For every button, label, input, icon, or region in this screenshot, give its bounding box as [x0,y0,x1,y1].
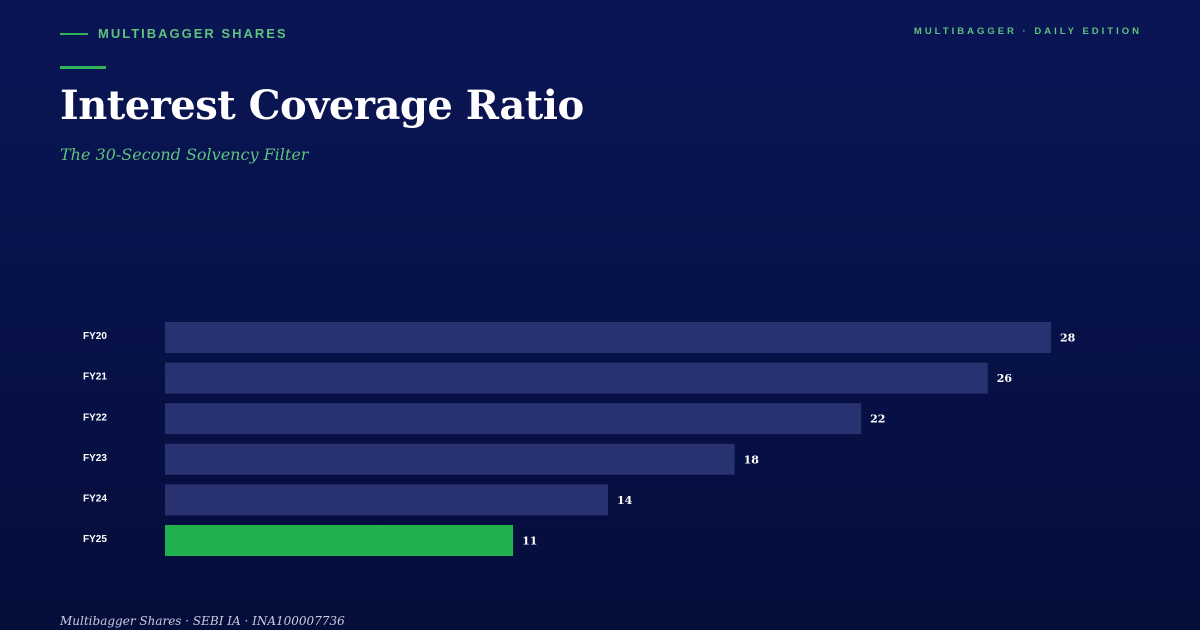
bar-highlight [165,525,514,556]
value-label: 14 [617,494,633,507]
category-label: FY24 [83,494,107,505]
value-label: 18 [744,453,760,466]
category-label: FY21 [83,372,107,383]
category-label: FY20 [83,331,107,342]
category-label: FY22 [83,412,107,423]
value-label: 11 [522,535,537,548]
page-title: Interest Coverage Ratio [60,82,584,129]
value-label: 26 [997,372,1013,385]
page-subtitle: The 30-Second Solvency Filter [60,145,309,164]
brand-header: MULTIBAGGER SHARES [60,26,288,41]
bar [165,443,735,475]
category-label: FY23 [83,453,107,464]
bar [165,322,1051,353]
category-label: FY25 [83,534,107,545]
brand-name: MULTIBAGGER SHARES [98,26,288,41]
edition-label: MULTIBAGGER · DAILY EDITION [913,26,1142,37]
bar [165,362,988,394]
value-label: 28 [1060,332,1076,345]
footer-credit: Multibagger Shares · SEBI IA · INA100007… [60,614,345,628]
value-label: 22 [870,413,885,426]
title-accent-rule [60,66,106,69]
bar [165,484,608,516]
bar [165,403,862,435]
brand-accent-line [60,32,88,35]
